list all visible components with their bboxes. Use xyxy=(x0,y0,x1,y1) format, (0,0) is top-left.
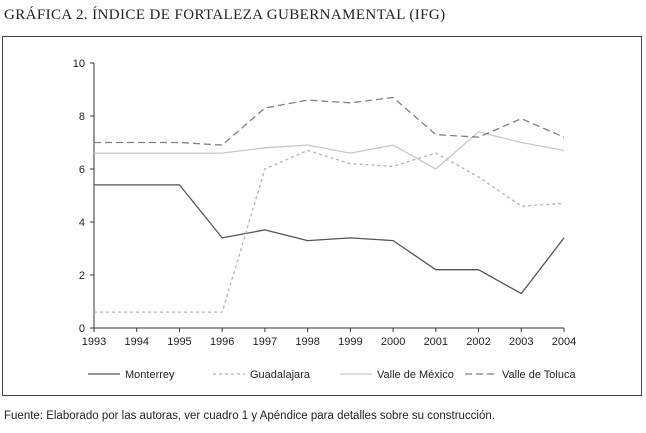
x-tick-label: 1994 xyxy=(124,336,148,348)
series-line-monterrey xyxy=(94,184,565,295)
x-tick-label: 2004 xyxy=(552,336,576,348)
y-tick-label: 2 xyxy=(79,270,85,282)
x-tick-label: 1999 xyxy=(338,336,362,348)
series-line-valle-de-mexico xyxy=(94,131,565,170)
chart-title: GRÁFICA 2. ÍNDICE DE FORTALEZA GUBERNAME… xyxy=(4,7,446,23)
x-tick-label: 2001 xyxy=(424,336,448,348)
axes: 0 2 4 6 8 10 1993 1994 1995 1996 1997 1998 1999 2000 2… xyxy=(73,58,576,348)
x-tick-label: 2002 xyxy=(466,336,490,348)
source-note: Fuente: Elaborado por las autoras, ver c… xyxy=(4,410,495,422)
y-tick-label: 10 xyxy=(73,58,85,70)
y-tick-label: 6 xyxy=(79,164,85,176)
chart-frame xyxy=(2,36,642,396)
y-tick-label: 8 xyxy=(79,111,85,123)
legend-label-guadalajara: Guadalajara xyxy=(250,369,311,381)
x-tick-label: 2000 xyxy=(381,336,405,348)
legend: Monterrey Guadalajara Valle de México Valle… xyxy=(88,369,576,381)
x-tick-label: 1993 xyxy=(82,336,106,348)
legend-label-valle-de-mexico: Valle de México xyxy=(377,369,454,381)
legend-label-monterrey: Monterrey xyxy=(125,369,175,381)
y-tick-label: 0 xyxy=(79,323,85,335)
series-lines xyxy=(94,96,565,313)
x-tick-label: 1996 xyxy=(210,336,234,348)
x-tick-label: 1998 xyxy=(295,336,319,348)
legend-label-valle-de-toluca: Valle de Toluca xyxy=(502,369,576,381)
y-tick-label: 4 xyxy=(79,217,85,229)
series-line-valle-de-toluca xyxy=(94,96,565,146)
x-tick-label: 2003 xyxy=(509,336,533,348)
series-line-guadalajara xyxy=(94,149,565,313)
x-tick-label: 1995 xyxy=(167,336,191,348)
x-tick-label: 1997 xyxy=(253,336,277,348)
